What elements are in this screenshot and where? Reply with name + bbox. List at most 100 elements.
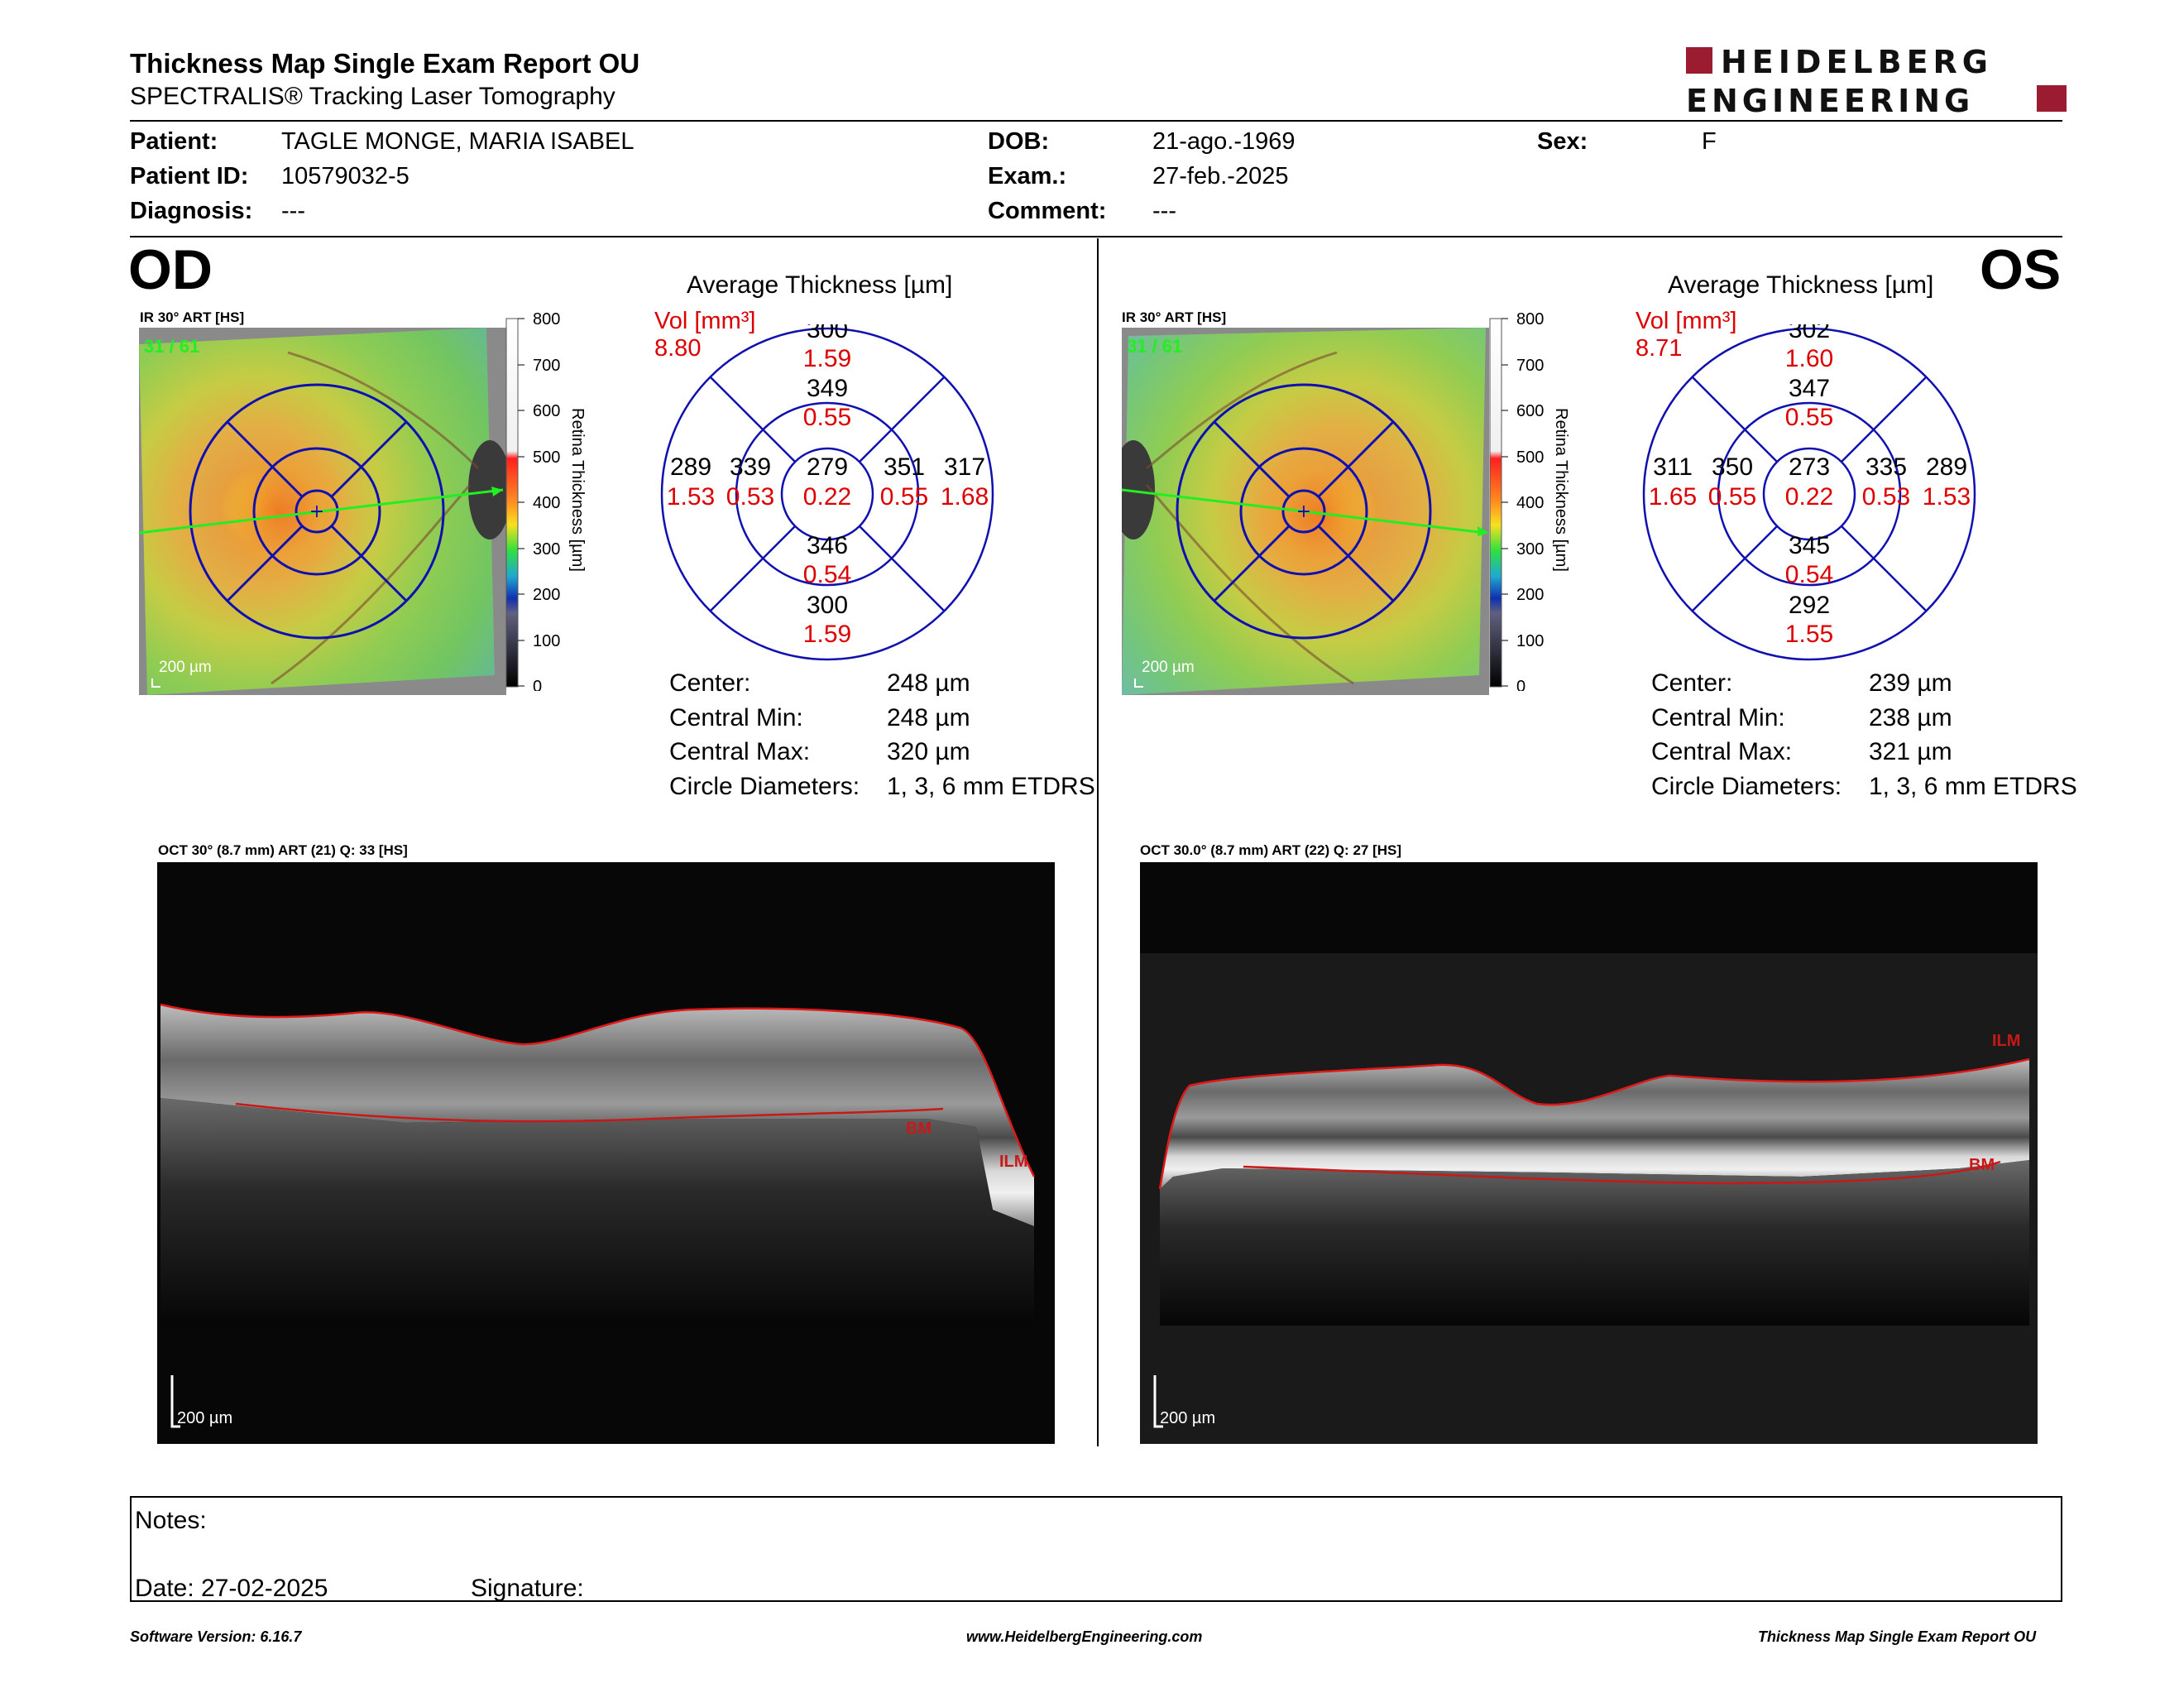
svg-text:400: 400 xyxy=(1516,494,1544,512)
patient-name: TAGLE MONGE, MARIA ISABEL xyxy=(281,128,635,155)
od-bottom-outer-volume: 1.59 xyxy=(803,621,851,648)
od-right-outer-volume: 1.68 xyxy=(941,483,989,511)
dob-value: 21-ago.-1969 xyxy=(1152,128,1296,155)
od-right-inner-thickness: 351 xyxy=(884,453,925,481)
diagnosis-label: Diagnosis: xyxy=(130,198,253,224)
eye-label-os: OS xyxy=(1980,238,2062,301)
sex-value: F xyxy=(1702,128,1717,155)
os-frame-counter: 31 / 61 xyxy=(1127,336,1182,357)
od-vol-value: 8.80 xyxy=(654,335,702,362)
os-center-value: 239 µm xyxy=(1869,669,1952,697)
os-oct-bscan: ILM BM 200 µm xyxy=(1140,862,2038,1444)
od-central-min-value: 248 µm xyxy=(887,704,970,731)
od-central-max-value: 320 µm xyxy=(887,738,970,765)
os-bottom-outer-thickness: 292 xyxy=(1789,592,1830,619)
svg-text:300: 300 xyxy=(533,540,560,559)
od-scan-line xyxy=(139,488,504,535)
od-colorbar: 800 700 600 500 400 300 200 100 0 Retina… xyxy=(505,310,587,691)
svg-text:700: 700 xyxy=(533,357,560,375)
sex-label: Sex: xyxy=(1537,128,1588,155)
os-bottom-outer-volume: 1.55 xyxy=(1785,621,1833,648)
od-etdrs-grid xyxy=(189,383,445,640)
od-optic-disc xyxy=(468,440,506,539)
os-fundus-scale: 200 µm xyxy=(1142,659,1195,676)
os-thickness-map: + 31 / 61 200 µm xyxy=(1122,328,1489,695)
od-top-inner-volume: 0.55 xyxy=(803,404,851,431)
od-central-min-label: Central Min: xyxy=(669,704,803,731)
os-right-outer-thickness: 289 xyxy=(1926,453,1967,481)
svg-text:HEIDELBERG: HEIDELBERG xyxy=(1721,46,1993,80)
os-top-outer-thickness: 302 xyxy=(1789,324,1830,343)
svg-text:800: 800 xyxy=(533,310,560,328)
os-ir-label: IR 30° ART [HS] xyxy=(1122,309,1227,325)
os-avg-title: Average Thickness [µm] xyxy=(1668,271,1934,299)
os-right-inner-volume: 0.53 xyxy=(1862,483,1910,511)
od-circle-label: Circle Diameters: xyxy=(669,773,860,800)
os-optic-disc xyxy=(1122,440,1155,539)
od-top-outer-volume: 1.59 xyxy=(803,345,851,372)
os-ilm-label: ILM xyxy=(1992,1032,2020,1050)
od-vol-label: Vol [mm³] xyxy=(654,308,756,334)
website-link[interactable]: www.HeidelbergEngineering.com xyxy=(966,1628,1203,1645)
os-left-outer-volume: 1.65 xyxy=(1649,483,1697,511)
od-bottom-inner-volume: 0.54 xyxy=(803,561,851,588)
od-right-inner-volume: 0.55 xyxy=(880,483,928,511)
os-circle-value: 1, 3, 6 mm ETDRS xyxy=(1869,773,2077,800)
od-avg-title: Average Thickness [µm] xyxy=(687,271,953,299)
os-colorbar: 800 700 600 500 400 300 200 100 0 Retina… xyxy=(1489,310,1570,691)
od-left-inner-volume: 0.53 xyxy=(726,483,774,511)
heidelberg-logo: HEIDELBERG ENGINEERING xyxy=(1686,46,2067,116)
od-left-inner-thickness: 339 xyxy=(730,453,771,481)
software-version: Software Version: 6.16.7 xyxy=(130,1628,302,1645)
notes-box[interactable] xyxy=(130,1496,2062,1602)
footer-report-title: Thickness Map Single Exam Report OU xyxy=(1758,1628,2037,1645)
svg-text:0: 0 xyxy=(1516,678,1525,691)
svg-text:500: 500 xyxy=(533,448,560,467)
os-right-outer-volume: 1.53 xyxy=(1923,483,1971,511)
svg-text:0: 0 xyxy=(533,678,542,691)
patient-label: Patient: xyxy=(130,128,218,155)
patient-id: 10579032-5 xyxy=(281,163,410,189)
od-bm-label: BM xyxy=(906,1120,932,1138)
os-etdrs-chart: 302 1.60 347 0.55 311 1.65 350 0.55 273 … xyxy=(1642,324,1976,661)
svg-text:200: 200 xyxy=(533,586,560,604)
eye-label-od: OD xyxy=(128,238,213,301)
diagnosis-value: --- xyxy=(281,198,305,224)
od-left-outer-volume: 1.53 xyxy=(667,483,715,511)
os-central-min-label: Central Min: xyxy=(1651,704,1785,731)
od-top-outer-thickness: 300 xyxy=(807,324,848,343)
os-top-outer-volume: 1.60 xyxy=(1785,345,1833,372)
svg-text:500: 500 xyxy=(1516,448,1544,467)
os-oct-label: OCT 30.0° (8.7 mm) ART (22) Q: 27 [HS] xyxy=(1140,842,1402,858)
od-right-outer-thickness: 317 xyxy=(944,453,985,481)
od-central-max-label: Central Max: xyxy=(669,738,811,765)
signature-label: Signature: xyxy=(471,1575,584,1602)
od-oct-label: OCT 30° (8.7 mm) ART (21) Q: 33 [HS] xyxy=(158,842,408,858)
report-title: Thickness Map Single Exam Report OU xyxy=(130,48,640,79)
od-oct-scale: 200 µm xyxy=(177,1409,232,1427)
dob-label: DOB: xyxy=(988,128,1050,155)
svg-text:800: 800 xyxy=(1516,310,1544,328)
svg-text:100: 100 xyxy=(1516,632,1544,650)
od-center-thickness: 279 xyxy=(807,453,848,481)
os-etdrs-grid xyxy=(1176,383,1432,640)
os-bottom-inner-thickness: 345 xyxy=(1789,532,1830,559)
od-fundus-scale: 200 µm xyxy=(159,659,212,676)
os-right-inner-thickness: 335 xyxy=(1866,453,1907,481)
svg-text:400: 400 xyxy=(533,494,560,512)
svg-text:Retina Thickness [µm]: Retina Thickness [µm] xyxy=(1552,408,1570,572)
os-bm-label: BM xyxy=(1969,1156,1995,1174)
od-bottom-inner-thickness: 346 xyxy=(807,532,848,559)
os-center-thickness: 273 xyxy=(1789,453,1830,481)
od-center-volume: 0.22 xyxy=(803,483,851,511)
notes-label: Notes: xyxy=(135,1507,207,1534)
od-circle-value: 1, 3, 6 mm ETDRS xyxy=(887,773,1095,800)
os-vol-label: Vol [mm³] xyxy=(1636,308,1737,334)
od-ilm-label: ILM xyxy=(999,1153,1027,1171)
report-subtitle: SPECTRALIS® Tracking Laser Tomography xyxy=(130,83,615,110)
patient-id-label: Patient ID: xyxy=(130,163,249,189)
od-center-label: Center: xyxy=(669,669,751,697)
svg-text:200: 200 xyxy=(1516,586,1544,604)
od-oct-bscan: BM ILM 200 µm xyxy=(157,862,1055,1444)
os-central-max-value: 321 µm xyxy=(1869,738,1952,765)
